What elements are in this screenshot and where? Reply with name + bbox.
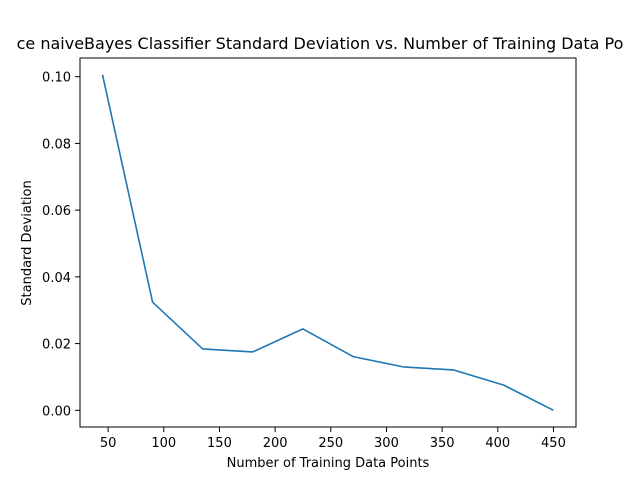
y-tick-label: 0.10 <box>42 71 71 86</box>
x-axis: 50 100 150 200 250 300 350 400 450 <box>100 427 566 451</box>
y-tick-label: 0.08 <box>42 137 71 152</box>
plot-frame <box>79 57 577 428</box>
y-axis: 0.00 0.02 0.04 0.06 0.08 0.10 <box>42 71 80 419</box>
x-tick-label: 250 <box>318 436 343 451</box>
x-tick-label: 200 <box>263 436 288 451</box>
x-tick-label: 350 <box>430 436 455 451</box>
x-tick-label: 300 <box>374 436 399 451</box>
x-tick-label: 50 <box>100 436 117 451</box>
y-tick-label: 0.06 <box>42 204 71 219</box>
y-tick-label: 0.02 <box>42 338 71 353</box>
y-tick-label: 0.04 <box>42 271 71 286</box>
x-tick-label: 100 <box>151 436 176 451</box>
y-tick-label: 0.00 <box>42 404 71 419</box>
x-tick-label: 400 <box>485 436 510 451</box>
x-tick-label: 450 <box>541 436 566 451</box>
chart-title: ce naiveBayes Classifier Standard Deviat… <box>17 34 624 53</box>
series-line <box>101 74 554 412</box>
x-axis-label: Number of Training Data Points <box>227 456 430 471</box>
y-axis-label: Standard Deviation <box>20 180 35 305</box>
x-tick-label: 150 <box>207 436 232 451</box>
